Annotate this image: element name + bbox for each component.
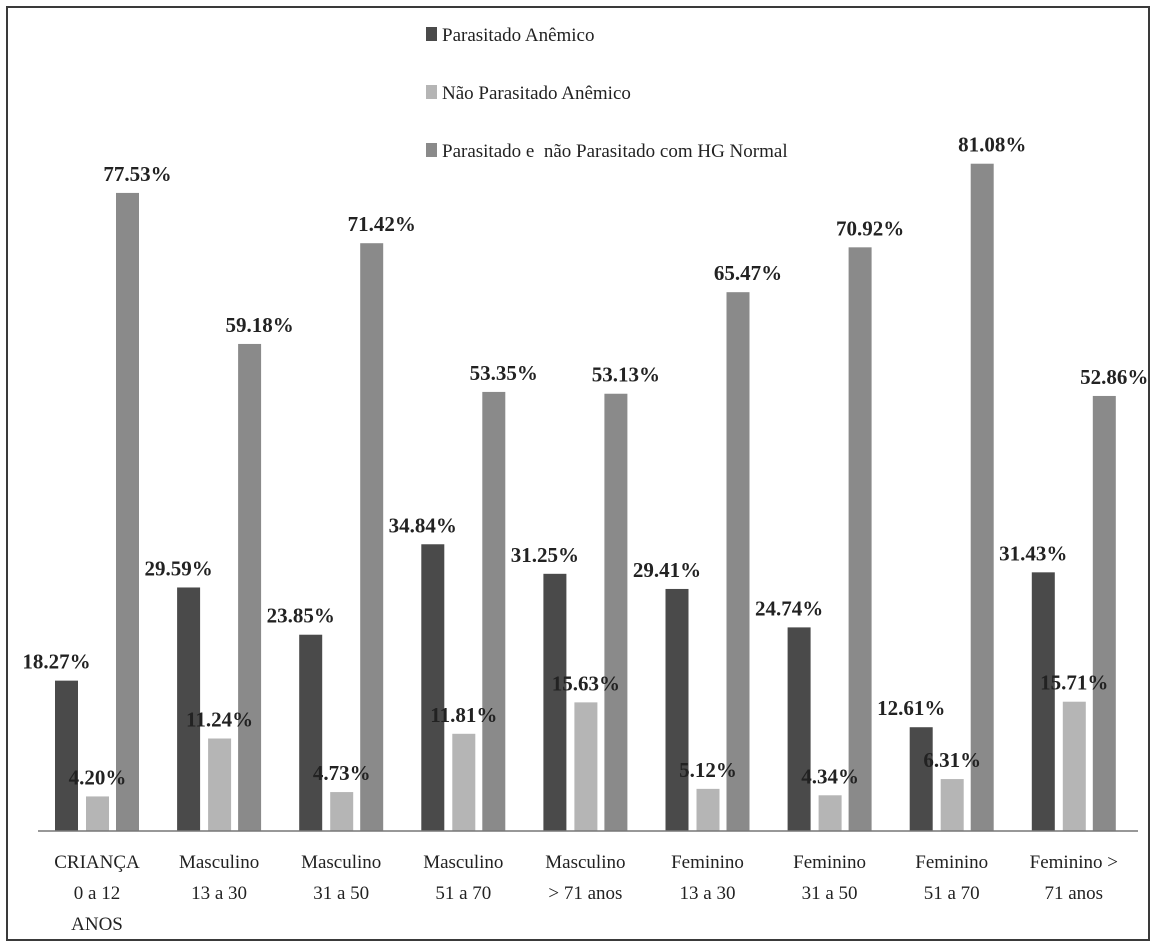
data-label-series-2-cat-3: 4.73% — [313, 761, 371, 785]
data-label-series-3-cat-1: 77.53% — [103, 162, 171, 186]
data-label-series-1-cat-8: 12.61% — [877, 696, 945, 720]
data-label-series-3-cat-3: 71.42% — [348, 212, 416, 236]
legend-label-series-3: Parasitado e não Parasitado com HG Norma… — [442, 141, 788, 162]
tick-label-cat-3-line-1: Masculino — [301, 852, 381, 873]
bar-series-2-cat-8 — [940, 779, 964, 831]
data-label-series-2-cat-4: 11.81% — [430, 703, 497, 727]
data-label-series-2-cat-1: 4.20% — [69, 765, 127, 789]
data-label-series-1-cat-5: 31.25% — [511, 543, 579, 567]
legend-swatch-series-3 — [426, 143, 437, 157]
tick-label-cat-8-line-1: Feminino — [915, 852, 988, 873]
tick-label-cat-3-line-2: 31 a 50 — [313, 883, 369, 904]
data-label-series-1-cat-3: 23.85% — [267, 604, 335, 628]
tick-label-cat-4-line-1: Masculino — [423, 852, 503, 873]
data-label-series-3-cat-8: 81.08% — [958, 133, 1026, 157]
bar-chart: Parasitado Anêmico Não Parasitado Anêmico… — [22, 25, 1148, 935]
bar-series-3-cat-4 — [482, 391, 506, 831]
bar-series-3-cat-6 — [726, 292, 750, 831]
legend-label-series-2: Não Parasitado Anêmico — [442, 83, 631, 104]
tick-label-cat-6-line-1: Feminino — [671, 852, 744, 873]
bars-group — [55, 163, 1116, 832]
tick-label-cat-2-line-1: Masculino — [179, 852, 259, 873]
data-label-series-2-cat-2: 11.24% — [186, 707, 253, 731]
data-label-series-1-cat-9: 31.43% — [999, 541, 1067, 565]
data-label-series-1-cat-1: 18.27% — [22, 650, 90, 674]
chart-frame: Parasitado Anêmico Não Parasitado Anêmico… — [6, 6, 1150, 941]
legend-label-series-1: Parasitado Anêmico — [442, 25, 595, 46]
tick-label-cat-1-line-3: ANOS — [71, 914, 123, 935]
bar-series-3-cat-9 — [1092, 395, 1116, 831]
tick-label-cat-1-line-1: CRIANÇA — [54, 852, 140, 873]
category-labels-group: CRIANÇA 0 a 12 ANOS Masculino 13 a 30 Masculi… — [54, 852, 1118, 935]
tick-label-cat-5-line-2: > 71 anos — [548, 883, 622, 904]
data-label-series-2-cat-9: 15.71% — [1040, 671, 1108, 695]
tick-label-cat-4-line-2: 51 a 70 — [435, 883, 491, 904]
tick-label-cat-7-line-1: Feminino — [793, 852, 866, 873]
bar-series-1-cat-9 — [1031, 572, 1055, 831]
data-label-series-3-cat-7: 70.92% — [836, 216, 904, 240]
tick-label-cat-8-line-2: 51 a 70 — [924, 883, 980, 904]
bar-series-1-cat-6 — [665, 588, 689, 831]
bar-series-2-cat-9 — [1062, 701, 1086, 831]
bar-series-2-cat-7 — [818, 795, 842, 831]
bar-series-3-cat-7 — [848, 247, 872, 832]
data-label-series-3-cat-4: 53.35% — [470, 361, 538, 385]
data-label-series-3-cat-9: 52.86% — [1080, 365, 1148, 389]
bar-series-2-cat-4 — [452, 733, 476, 831]
bar-series-2-cat-5 — [574, 702, 598, 831]
data-label-series-3-cat-2: 59.18% — [225, 313, 293, 337]
bar-series-3-cat-1 — [116, 192, 139, 831]
bar-series-3-cat-8 — [970, 163, 994, 831]
tick-label-cat-9-line-1: Feminino > — [1030, 852, 1118, 873]
tick-label-cat-7-line-2: 31 a 50 — [802, 883, 858, 904]
tick-label-cat-9-line-2: 71 anos — [1045, 883, 1104, 904]
bar-series-1-cat-3 — [299, 634, 323, 831]
data-label-series-2-cat-6: 5.12% — [679, 758, 737, 782]
bar-series-3-cat-5 — [604, 393, 628, 831]
data-label-series-3-cat-5: 53.13% — [592, 363, 660, 387]
tick-label-cat-2-line-2: 13 a 30 — [191, 883, 247, 904]
data-label-series-3-cat-6: 65.47% — [714, 261, 782, 285]
bar-series-1-cat-8 — [909, 727, 933, 831]
bar-series-2-cat-1 — [86, 796, 109, 831]
legend-swatch-series-1 — [426, 27, 437, 41]
value-labels-group: 18.27% 29.59% 23.85% 34.84% 31.25% 29.41% 24.7… — [22, 133, 1148, 790]
bar-series-1-cat-5 — [543, 573, 567, 831]
legend: Parasitado Anêmico Não Parasitado Anêmico… — [426, 25, 788, 162]
bar-series-1-cat-2 — [177, 587, 201, 831]
legend-swatch-series-2 — [426, 85, 437, 99]
bar-series-3-cat-3 — [360, 243, 384, 832]
bar-series-2-cat-6 — [696, 788, 720, 831]
data-label-series-1-cat-6: 29.41% — [633, 558, 701, 582]
data-label-series-1-cat-4: 34.84% — [389, 513, 457, 537]
bar-series-1-cat-1 — [55, 680, 78, 831]
data-label-series-2-cat-5: 15.63% — [552, 671, 620, 695]
bar-series-1-cat-4 — [421, 544, 445, 831]
bar-series-1-cat-7 — [787, 627, 811, 831]
bar-series-3-cat-2 — [238, 343, 262, 831]
bar-series-2-cat-2 — [208, 738, 232, 831]
bar-series-2-cat-3 — [330, 792, 354, 831]
data-label-series-2-cat-8: 6.31% — [923, 748, 981, 772]
tick-label-cat-5-line-1: Masculino — [545, 852, 625, 873]
data-label-series-1-cat-2: 29.59% — [144, 556, 212, 580]
data-label-series-2-cat-7: 4.34% — [801, 764, 859, 788]
tick-label-cat-6-line-2: 13 a 30 — [680, 883, 736, 904]
data-label-series-1-cat-7: 24.74% — [755, 596, 823, 620]
tick-label-cat-1-line-2: 0 a 12 — [74, 883, 120, 904]
